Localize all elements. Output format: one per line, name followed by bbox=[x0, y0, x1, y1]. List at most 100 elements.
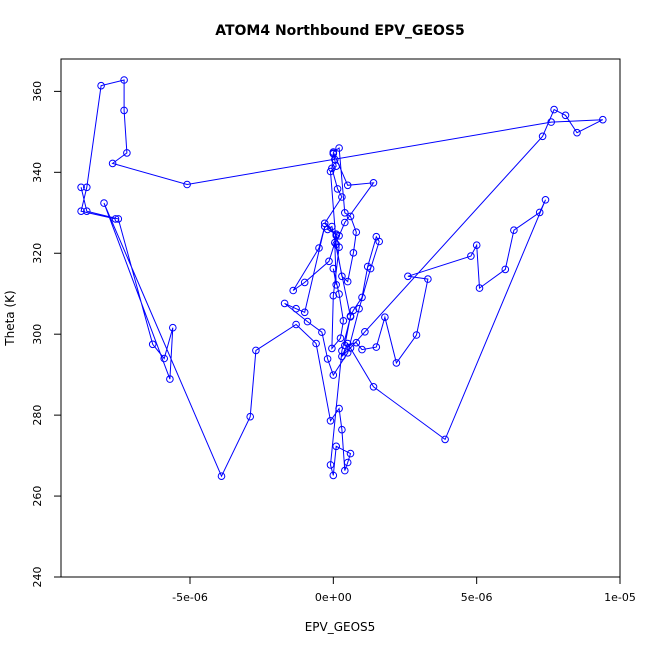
data-point bbox=[318, 328, 326, 337]
data-point bbox=[352, 338, 361, 347]
data-point bbox=[83, 183, 91, 192]
data-point bbox=[535, 208, 544, 217]
data-point bbox=[323, 355, 332, 363]
data-point bbox=[329, 264, 338, 273]
data-point bbox=[312, 339, 320, 348]
data-point bbox=[332, 231, 341, 240]
data-point bbox=[120, 76, 128, 84]
data-point bbox=[335, 404, 343, 413]
plot-frame bbox=[60, 58, 621, 578]
data-point bbox=[346, 449, 355, 458]
data-point bbox=[599, 115, 607, 124]
data-point bbox=[320, 219, 329, 228]
data-point bbox=[412, 331, 421, 339]
data-point bbox=[252, 346, 260, 355]
data-point bbox=[300, 278, 309, 287]
data-point bbox=[541, 196, 550, 204]
data-point bbox=[114, 215, 123, 223]
data-point bbox=[333, 185, 342, 193]
data-point bbox=[510, 226, 518, 234]
data-point bbox=[343, 277, 352, 286]
data-point bbox=[369, 383, 378, 391]
data-point bbox=[328, 164, 336, 173]
data-point bbox=[111, 215, 120, 223]
y-tick-label: 360 bbox=[31, 81, 44, 102]
data-point bbox=[97, 81, 105, 90]
data-point bbox=[441, 435, 449, 444]
data-point bbox=[329, 371, 338, 379]
data-point bbox=[320, 222, 329, 231]
data-point bbox=[349, 249, 358, 257]
data-point bbox=[335, 290, 343, 298]
data-point bbox=[346, 344, 355, 352]
data-point bbox=[341, 209, 349, 217]
data-point bbox=[280, 299, 289, 308]
data-point bbox=[148, 340, 157, 349]
data-point bbox=[335, 144, 343, 152]
data-point bbox=[328, 344, 336, 353]
y-tick-label: 240 bbox=[31, 567, 44, 588]
data-point bbox=[120, 106, 128, 115]
data-point bbox=[326, 461, 335, 469]
x-tick-label: 5e-06 bbox=[461, 591, 493, 604]
y-tick-label: 260 bbox=[31, 486, 44, 507]
chart-title: ATOM4 Northbound EPV_GEOS5 bbox=[215, 23, 465, 39]
data-point bbox=[338, 425, 346, 434]
data-point bbox=[550, 105, 558, 114]
data-point bbox=[358, 293, 366, 302]
data-point bbox=[217, 472, 226, 481]
data-point bbox=[169, 323, 177, 332]
data-point bbox=[160, 354, 168, 363]
data-point bbox=[83, 207, 91, 215]
data-point bbox=[392, 359, 401, 367]
data-point bbox=[108, 159, 117, 168]
data-point bbox=[372, 343, 381, 351]
data-point bbox=[538, 132, 547, 141]
data-point bbox=[358, 345, 366, 354]
data-point bbox=[341, 466, 349, 475]
data-point bbox=[77, 207, 85, 215]
data-point bbox=[467, 252, 475, 260]
data-point bbox=[329, 149, 338, 158]
data-point bbox=[336, 334, 345, 343]
data-point bbox=[561, 111, 570, 120]
y-tick-label: 300 bbox=[31, 324, 44, 345]
data-point bbox=[573, 128, 581, 137]
data-point bbox=[472, 241, 481, 249]
x-tick-label: 0e+00 bbox=[315, 591, 352, 604]
data-point bbox=[355, 304, 363, 313]
data-point bbox=[332, 281, 341, 289]
x-axis: -5e-06 0e+00 5e-06 1e-05 bbox=[172, 576, 636, 604]
data-point bbox=[346, 212, 355, 221]
x-tick-label: 1e-05 bbox=[604, 591, 636, 604]
data-point bbox=[346, 312, 355, 320]
data-point bbox=[289, 286, 298, 295]
data-point bbox=[338, 352, 346, 361]
data-point bbox=[404, 272, 412, 281]
y-tick-label: 280 bbox=[31, 405, 44, 426]
data-point bbox=[363, 262, 372, 271]
y-axis: 240 260 280 300 320 340 360 bbox=[31, 81, 62, 588]
data-point bbox=[501, 265, 510, 274]
data-point bbox=[166, 375, 174, 383]
data-point bbox=[424, 275, 432, 283]
y-axis-label: Theta (K) bbox=[3, 290, 17, 346]
series-line bbox=[80, 79, 604, 478]
data-point bbox=[292, 304, 300, 313]
data-point bbox=[246, 412, 254, 421]
data-point bbox=[315, 244, 323, 252]
data-point bbox=[335, 232, 343, 240]
data-point bbox=[338, 272, 346, 281]
data-point bbox=[303, 317, 312, 326]
x-axis-label: EPV_GEOS5 bbox=[305, 620, 376, 634]
data-point bbox=[329, 471, 338, 480]
y-tick-label: 340 bbox=[31, 162, 44, 183]
data-point bbox=[338, 193, 346, 201]
data-point bbox=[123, 149, 131, 157]
data-point bbox=[100, 199, 108, 207]
data-point bbox=[343, 458, 352, 467]
data-point bbox=[341, 218, 349, 227]
x-tick-label: -5e-06 bbox=[172, 591, 208, 604]
data-point bbox=[183, 180, 191, 189]
